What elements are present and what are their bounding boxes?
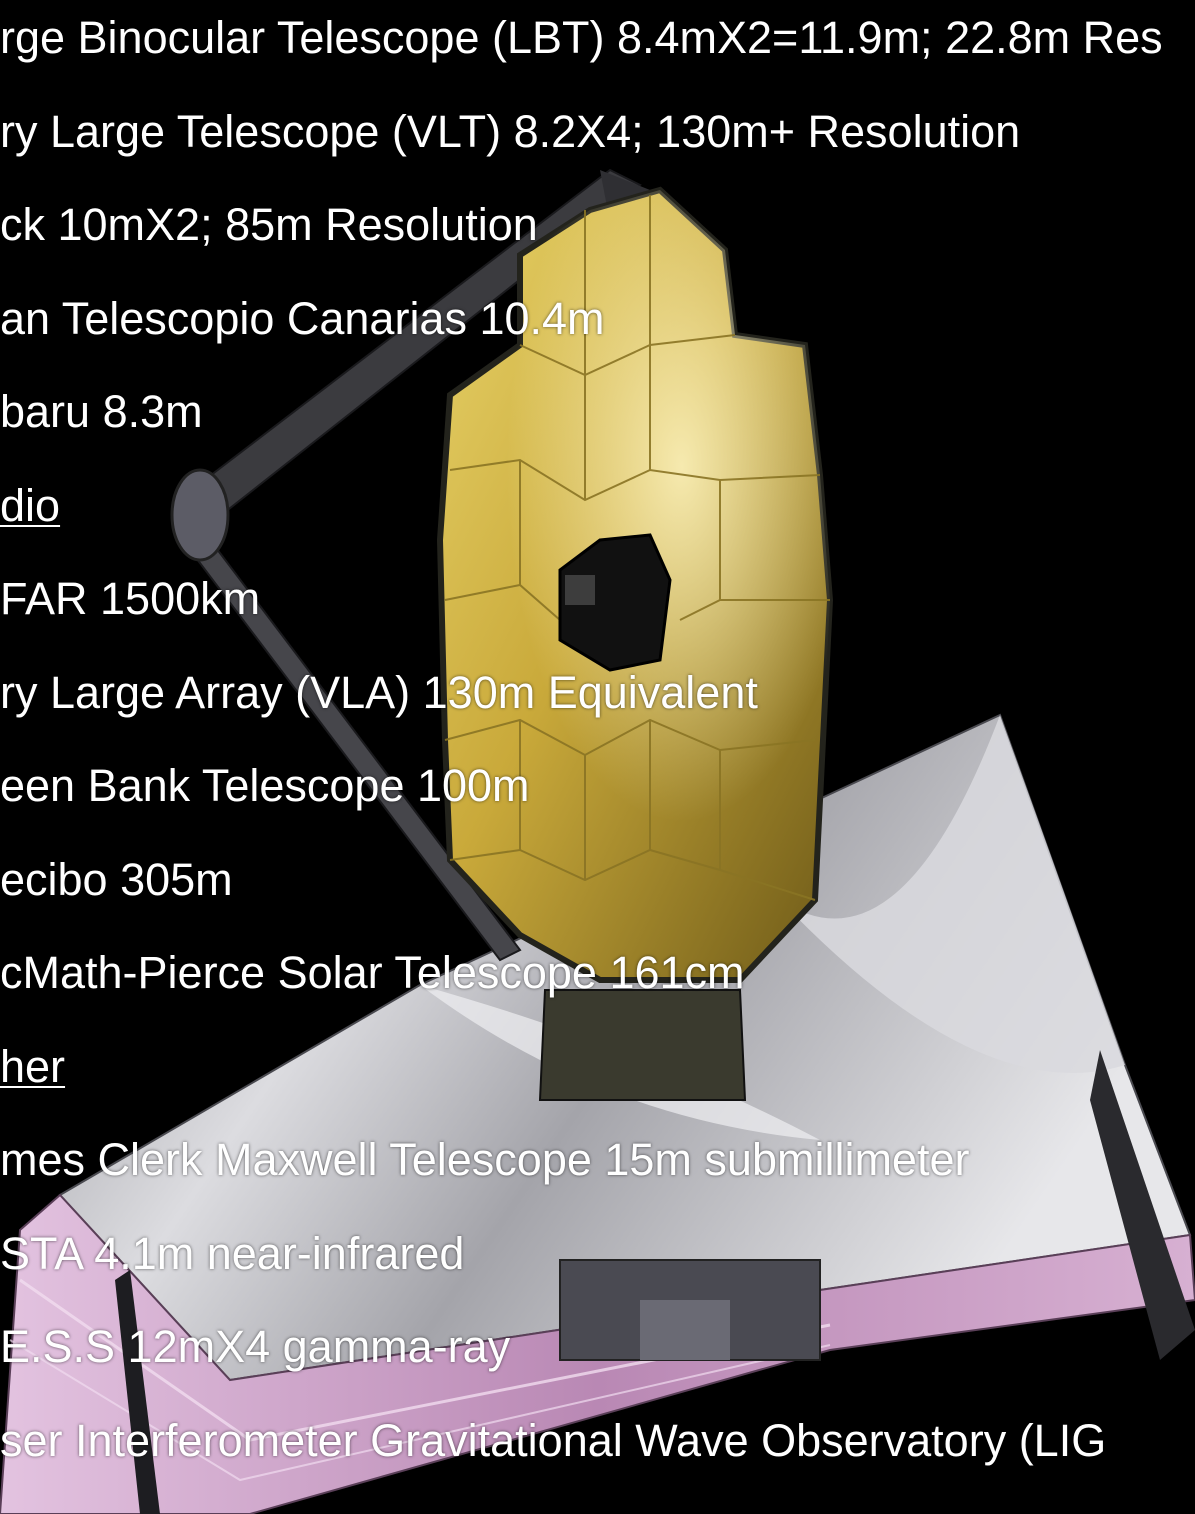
- list-item: STA 4.1m near-infrared: [0, 1228, 465, 1279]
- list-item: een Bank Telescope 100m: [0, 760, 530, 811]
- section-heading: her: [0, 1041, 66, 1092]
- mirror-center-instrument: [558, 533, 672, 672]
- list-item: ck 10mX2; 85m Resolution: [0, 199, 538, 250]
- list-item: ry Large Telescope (VLT) 8.2X4; 130m+ Re…: [0, 106, 1021, 157]
- list-item: ser Interferometer Gravitational Wave Ob…: [0, 1415, 1107, 1466]
- list-item: E.S.S 12mX4 gamma-ray: [0, 1321, 511, 1372]
- list-item: baru 8.3m: [0, 386, 203, 437]
- list-item: FAR 1500km: [0, 573, 261, 624]
- list-item: ry Large Array (VLA) 130m Equivalent: [0, 667, 758, 718]
- mirror-support-tower: [538, 989, 747, 1101]
- section-heading: dio: [0, 480, 61, 531]
- list-item: ecibo 305m: [0, 854, 233, 905]
- list-item: mes Clerk Maxwell Telescope 15m submilli…: [0, 1134, 970, 1185]
- list-item: rge Binocular Telescope (LBT) 8.4mX2=11.…: [0, 12, 1163, 63]
- secondary-mirror: [170, 468, 230, 562]
- list-item: an Telescopio Canarias 10.4m: [0, 293, 605, 344]
- list-item: cMath-Pierce Solar Telescope 161cm: [0, 947, 745, 998]
